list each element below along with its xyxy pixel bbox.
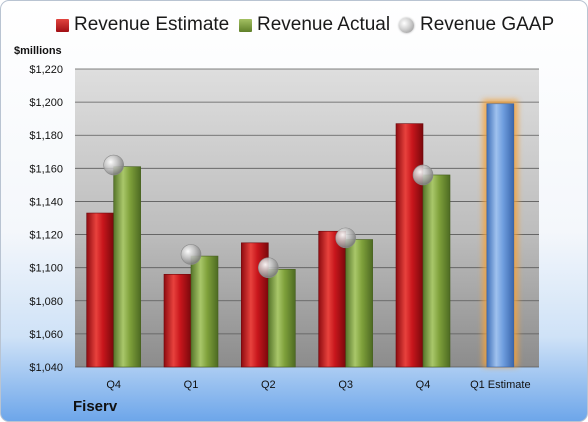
y-tick-label: $1,220 xyxy=(29,64,63,76)
legend-label-estimate: Revenue Estimate xyxy=(74,14,230,35)
y-tick-label: $1,180 xyxy=(29,130,63,142)
y-tick-label: $1,100 xyxy=(29,263,63,275)
legend-item-estimate: Revenue Estimate xyxy=(56,14,229,36)
legend-label-actual: Revenue Actual xyxy=(257,14,391,35)
legend-item-gaap: Revenue GAAP xyxy=(399,14,554,36)
bar-estimate xyxy=(395,123,424,368)
legend-swatch-actual xyxy=(239,18,252,32)
bar-estimate xyxy=(318,230,346,368)
y-axis-units-label: $millions xyxy=(14,45,62,57)
y-tick-label: $1,080 xyxy=(29,296,63,308)
gaap-marker xyxy=(180,244,202,265)
x-tick-label: Q4 xyxy=(106,379,121,391)
company-name: Fiserv xyxy=(73,398,118,415)
bar-actual xyxy=(190,255,219,368)
gaap-marker xyxy=(103,154,124,176)
gaap-marker xyxy=(335,227,356,249)
legend-swatch-estimate xyxy=(56,18,69,32)
legend-label-gaap: Revenue GAAP xyxy=(420,14,555,35)
bar-estimate xyxy=(163,273,192,368)
bar-estimate xyxy=(86,212,114,368)
bar-actual xyxy=(113,166,141,368)
legend-marker-gaap xyxy=(399,17,414,33)
legend: Revenue Estimate Revenue Actual Revenue … xyxy=(1,14,587,44)
plot-area xyxy=(75,69,539,367)
y-tick-label: $1,140 xyxy=(29,196,63,208)
gaap-marker xyxy=(258,257,279,278)
gaap-marker xyxy=(412,164,434,186)
y-tick-label: $1,060 xyxy=(29,329,63,341)
y-tick-label: $1,040 xyxy=(29,362,63,374)
y-tick-label: $1,160 xyxy=(29,163,63,175)
bars xyxy=(86,99,518,368)
x-tick-label: Q3 xyxy=(338,379,353,391)
gridlines xyxy=(75,68,539,368)
bar-actual xyxy=(345,239,373,368)
y-tick-label: $1,200 xyxy=(29,97,63,109)
x-tick-label: Q1 xyxy=(184,379,199,391)
bar-actual xyxy=(422,174,451,368)
x-tick-label: Q1 Estimate xyxy=(470,379,531,391)
bar-estimate-forecast xyxy=(486,103,515,368)
x-tick-label: Q2 xyxy=(261,379,276,391)
bar-actual xyxy=(268,269,296,368)
y-axis-ticks: $1,040 $1,060 $1,080 $1,100 $1,120 $1,140 $1,1… xyxy=(29,64,63,374)
y-tick-label: $1,120 xyxy=(29,230,63,242)
legend-item-actual: Revenue Actual xyxy=(239,14,390,36)
x-tick-label: Q4 xyxy=(416,379,431,391)
gaap-markers xyxy=(103,154,434,278)
x-axis-ticks: Q4 Q1 Q2 Q3 Q4 Q1 Estimate xyxy=(106,379,530,391)
